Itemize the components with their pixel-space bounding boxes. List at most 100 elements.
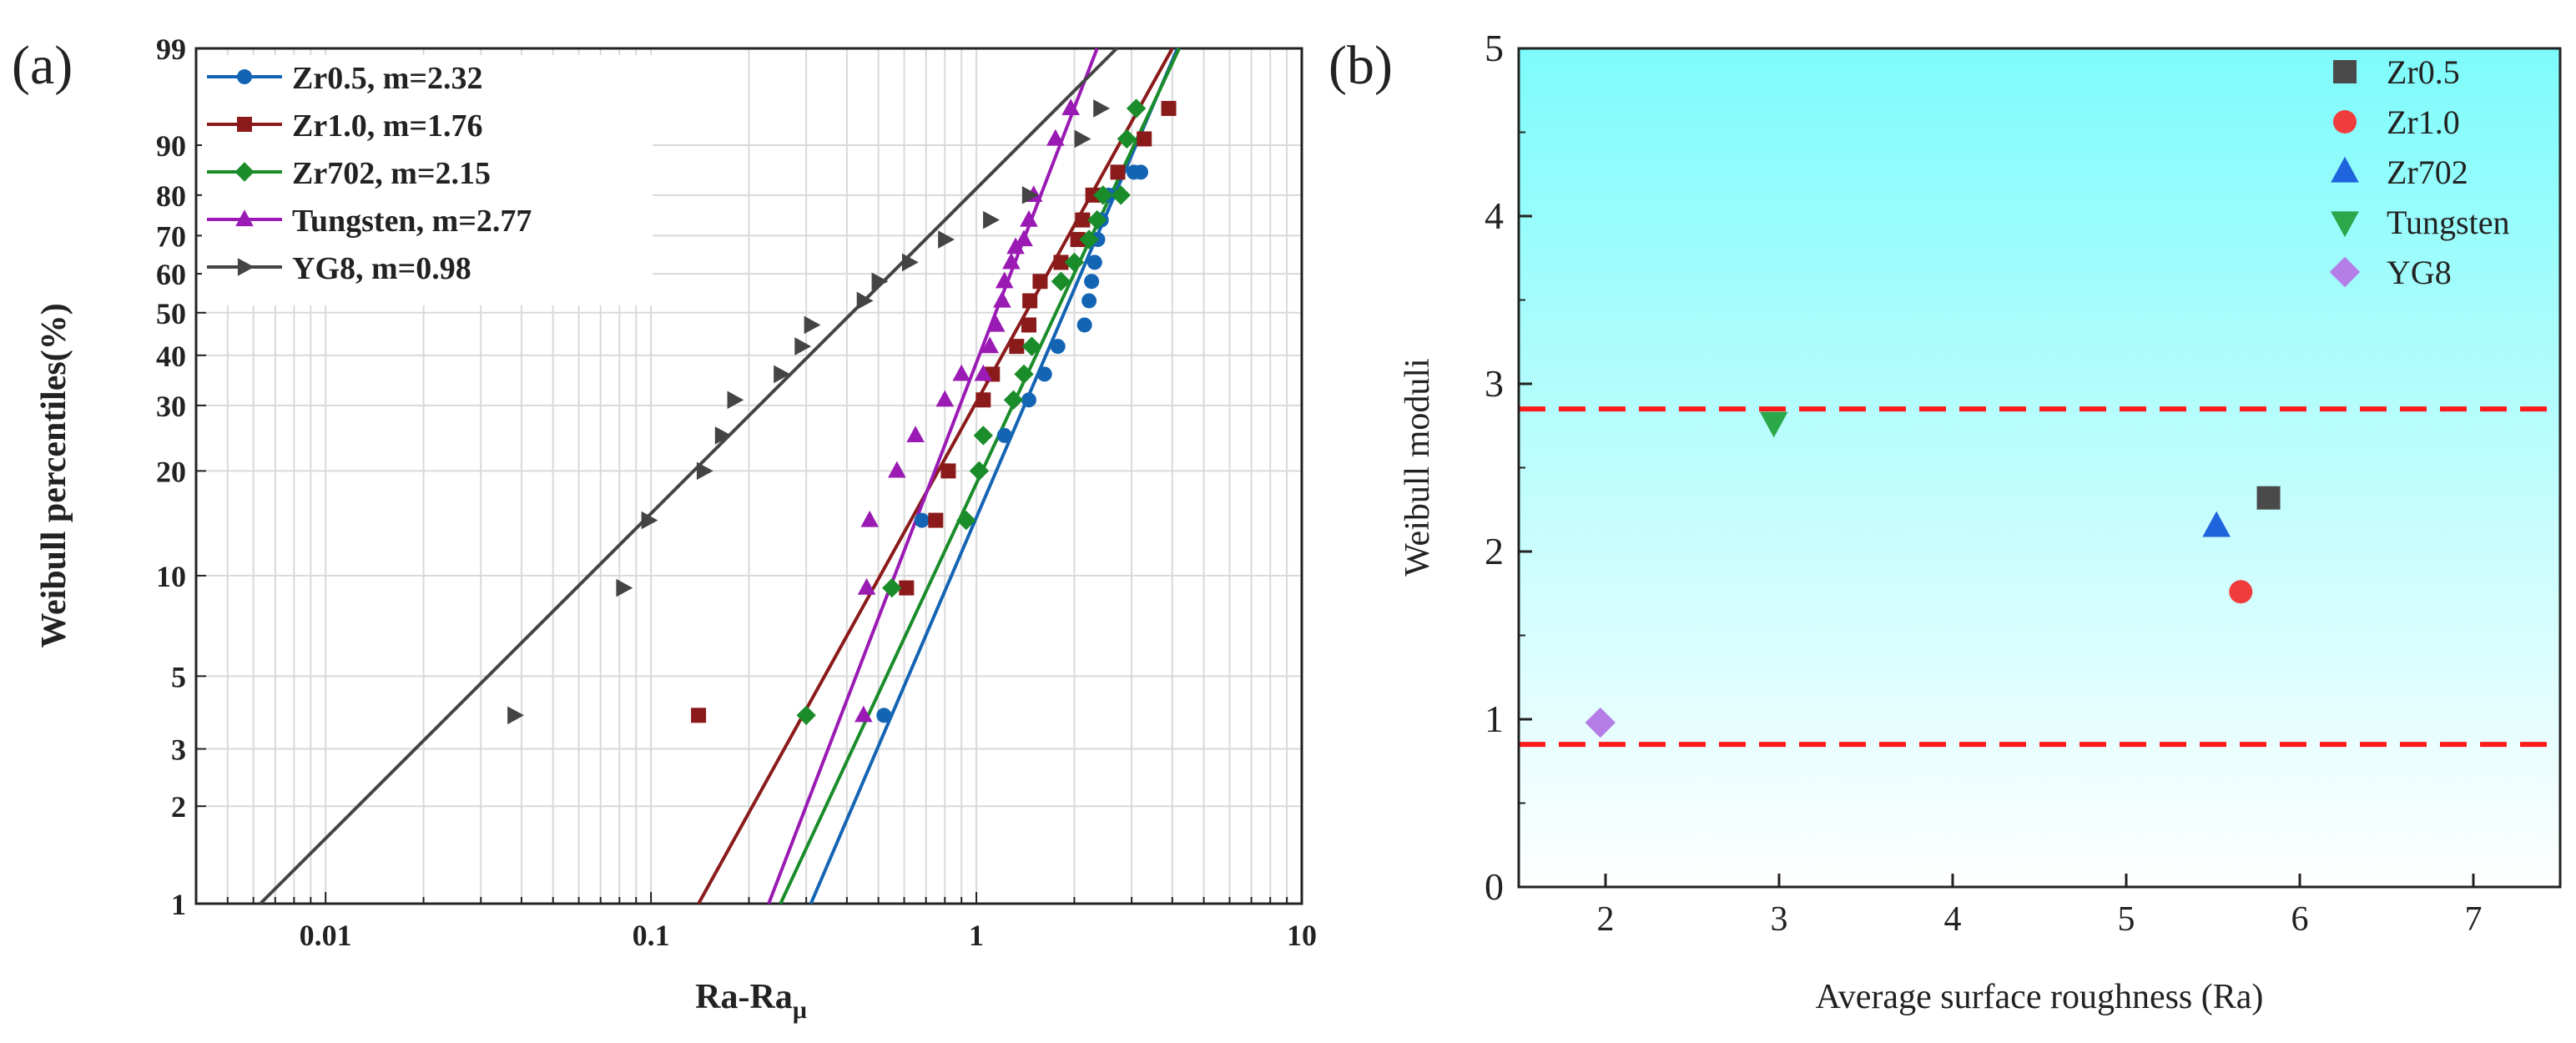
data-point xyxy=(882,577,902,598)
y-tick-label: 2 xyxy=(171,790,186,824)
data-points xyxy=(507,98,1177,725)
data-point xyxy=(983,210,1000,229)
y-axis-label: Weibull moduli xyxy=(1399,358,1437,576)
legend-label: YG8, m=0.98 xyxy=(292,251,471,286)
data-point xyxy=(1161,100,1177,116)
data-point xyxy=(1050,339,1066,355)
data-point xyxy=(1111,185,1131,205)
data-point xyxy=(996,427,1012,443)
data-point xyxy=(956,510,976,531)
data-point xyxy=(1759,411,1788,438)
y-tick-label: 90 xyxy=(156,129,186,163)
data-point xyxy=(973,426,994,446)
plot-background xyxy=(1519,48,2560,887)
x-tick-label: 0.1 xyxy=(633,919,670,952)
data-point xyxy=(1021,392,1036,408)
legend-background xyxy=(202,55,653,305)
data-point xyxy=(1053,254,1069,270)
data-point xyxy=(1075,212,1091,228)
data-point xyxy=(940,463,956,479)
x-tick-label: 0.01 xyxy=(300,919,352,952)
data-point xyxy=(975,392,991,408)
data-point xyxy=(616,578,633,597)
legend-label: Zr1.0, m=1.76 xyxy=(292,108,483,144)
data-point xyxy=(860,510,879,527)
x-tick-label: 7 xyxy=(2465,900,2483,939)
y-tick-label: 20 xyxy=(156,455,186,488)
data-point xyxy=(906,426,925,442)
data-point xyxy=(902,253,919,272)
weibull-plot-panel: (a) 1 2 3 5 10 20 30 40 50 60 70 80 90 99 0.01 0.1 1 10 Z… xyxy=(12,33,1317,1024)
x-axis-label-main: Ra-Ra xyxy=(695,978,793,1016)
legend-label: Zr702, m=2.15 xyxy=(292,156,491,191)
legend-marker xyxy=(234,162,255,182)
y-tick-label: 80 xyxy=(156,179,186,213)
y-tick-label: 4 xyxy=(1485,194,1504,237)
data-point xyxy=(1093,185,1113,205)
data-point xyxy=(714,426,732,445)
data-point xyxy=(1002,252,1021,270)
panel-label-b: (b) xyxy=(1328,35,1393,96)
y-tick-label: 50 xyxy=(156,297,186,330)
data-points xyxy=(1585,411,2281,738)
reference-lines xyxy=(1519,406,2560,748)
panel-label-a: (a) xyxy=(12,35,73,96)
data-point xyxy=(1009,339,1025,355)
data-point xyxy=(974,364,993,381)
data-point xyxy=(1021,317,1036,333)
data-point xyxy=(696,461,713,481)
data-point xyxy=(1051,271,1071,291)
data-point xyxy=(1003,390,1024,411)
data-point xyxy=(1070,232,1086,248)
legend: Zr0.5, m=2.32 Zr1.0, m=1.76 Zr702, m=2.15 T… xyxy=(202,55,653,305)
data-point xyxy=(1061,98,1080,116)
data-point xyxy=(938,230,955,249)
y-tick-label: 60 xyxy=(156,258,186,291)
data-point xyxy=(796,705,816,725)
data-point xyxy=(856,291,874,310)
legend-marker xyxy=(237,258,255,276)
data-point xyxy=(641,511,658,530)
legend-marker xyxy=(2331,211,2359,238)
y-tick-label: 2 xyxy=(1485,530,1504,572)
y-tick-label: 3 xyxy=(171,733,186,767)
data-point xyxy=(1137,131,1152,147)
data-point xyxy=(888,461,906,478)
legend: Zr0.5 Zr1.0 Zr702 Tungsten YG8 xyxy=(2329,53,2509,291)
x-tick-label: 5 xyxy=(2118,900,2135,939)
data-point xyxy=(993,290,1011,308)
y-axis-label: Weibull percentiles(%) xyxy=(35,303,73,647)
axis-ticks: 2 3 4 5 6 7 0 1 2 3 4 5 xyxy=(1485,27,2483,939)
fit-line xyxy=(697,48,1174,904)
legend-marker xyxy=(2333,60,2357,83)
x-tick-label: 10 xyxy=(1287,919,1317,952)
legend-label: Tungsten, m=2.77 xyxy=(292,204,532,239)
y-tick-label: 40 xyxy=(156,340,186,373)
data-point xyxy=(1032,274,1048,290)
data-point xyxy=(1074,129,1091,149)
x-tick-label: 6 xyxy=(2291,900,2309,939)
y-tick-label: 1 xyxy=(171,888,186,921)
x-tick-label: 2 xyxy=(1597,900,1615,939)
y-tick-label: 70 xyxy=(156,219,186,253)
data-point xyxy=(876,708,892,723)
data-point xyxy=(1133,164,1149,180)
data-point xyxy=(1020,209,1038,227)
data-point xyxy=(2256,486,2281,510)
x-tick-label: 4 xyxy=(1944,900,1962,939)
legend-label: YG8 xyxy=(2387,254,2452,291)
axis-ticks: 1 2 3 5 10 20 30 40 50 60 70 80 90 99 0.01 0.1 1 10 xyxy=(156,33,1317,952)
data-point xyxy=(1022,293,1038,309)
y-tick-label: 99 xyxy=(156,33,186,66)
data-point xyxy=(2229,580,2253,604)
legend-label: Zr1.0 xyxy=(2387,103,2460,141)
data-point xyxy=(914,512,930,528)
moduli-scatter-panel: (b) 2 3 4 5 6 7 0 1 2 3 4 5 Zr0.5 Zr1.0 Zr702 Tungsten… xyxy=(1328,27,2562,1016)
legend-label: Zr0.5 xyxy=(2387,53,2460,91)
y-tick-label: 3 xyxy=(1485,362,1504,405)
data-point xyxy=(1110,164,1126,180)
legend-marker xyxy=(237,69,252,84)
x-axis-label: Ra-Raμ xyxy=(695,978,807,1024)
fit-line xyxy=(767,48,1099,904)
